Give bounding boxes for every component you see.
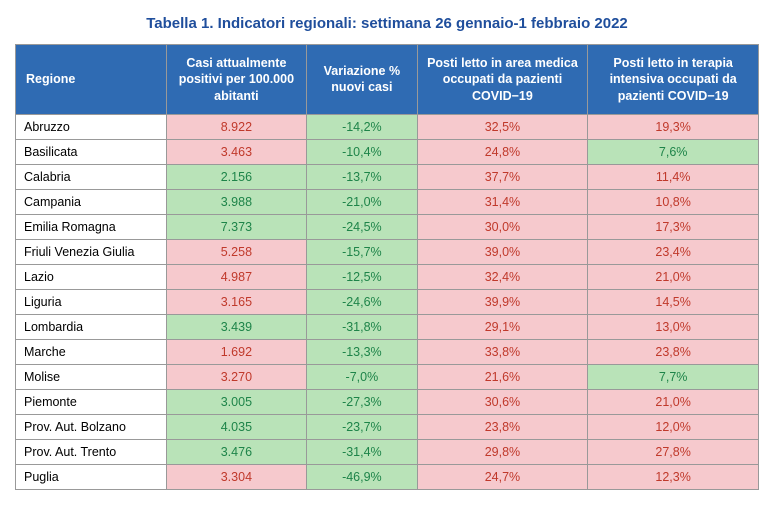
col-header-regione: Regione [16,45,167,115]
value-cell: 30,6% [417,389,588,414]
table-row: Prov. Aut. Trento3.476-31,4%29,8%27,8% [16,439,759,464]
region-cell: Lombardia [16,314,167,339]
region-cell: Campania [16,189,167,214]
value-cell: -24,6% [307,289,417,314]
value-cell: -23,7% [307,414,417,439]
value-cell: 12,3% [588,464,759,489]
region-cell: Calabria [16,164,167,189]
region-cell: Lazio [16,264,167,289]
value-cell: -46,9% [307,464,417,489]
table-row: Lazio4.987-12,5%32,4%21,0% [16,264,759,289]
table-row: Campania3.988-21,0%31,4%10,8% [16,189,759,214]
value-cell: 2.156 [166,164,307,189]
region-cell: Prov. Aut. Bolzano [16,414,167,439]
value-cell: -31,4% [307,439,417,464]
region-cell: Piemonte [16,389,167,414]
region-cell: Abruzzo [16,114,167,139]
col-header-casi: Casi attualmente positivi per 100.000 ab… [166,45,307,115]
value-cell: 24,7% [417,464,588,489]
value-cell: -27,3% [307,389,417,414]
region-cell: Marche [16,339,167,364]
region-cell: Emilia Romagna [16,214,167,239]
value-cell: 29,8% [417,439,588,464]
region-cell: Friuli Venezia Giulia [16,239,167,264]
value-cell: -24,5% [307,214,417,239]
value-cell: 7.373 [166,214,307,239]
col-header-variazione: Variazione % nuovi casi [307,45,417,115]
table-row: Liguria3.165-24,6%39,9%14,5% [16,289,759,314]
value-cell: 7,7% [588,364,759,389]
value-cell: 14,5% [588,289,759,314]
value-cell: 10,8% [588,189,759,214]
value-cell: 27,8% [588,439,759,464]
region-cell: Molise [16,364,167,389]
value-cell: 21,0% [588,264,759,289]
value-cell: -7,0% [307,364,417,389]
value-cell: 11,4% [588,164,759,189]
table-row: Emilia Romagna7.373-24,5%30,0%17,3% [16,214,759,239]
value-cell: 3.165 [166,289,307,314]
value-cell: 1.692 [166,339,307,364]
region-cell: Prov. Aut. Trento [16,439,167,464]
value-cell: 3.463 [166,139,307,164]
region-cell: Basilicata [16,139,167,164]
value-cell: 3.270 [166,364,307,389]
value-cell: 21,6% [417,364,588,389]
value-cell: -13,3% [307,339,417,364]
col-header-terapia-intensiva: Posti letto in terapia intensiva occupat… [588,45,759,115]
region-cell: Puglia [16,464,167,489]
value-cell: 37,7% [417,164,588,189]
value-cell: 7,6% [588,139,759,164]
region-cell: Liguria [16,289,167,314]
value-cell: -15,7% [307,239,417,264]
value-cell: 3.304 [166,464,307,489]
value-cell: 24,8% [417,139,588,164]
value-cell: 39,0% [417,239,588,264]
value-cell: 4.035 [166,414,307,439]
table-row: Puglia3.304-46,9%24,7%12,3% [16,464,759,489]
value-cell: 3.476 [166,439,307,464]
value-cell: 32,4% [417,264,588,289]
col-header-area-medica: Posti letto in area medica occupati da p… [417,45,588,115]
value-cell: 23,8% [588,339,759,364]
value-cell: 32,5% [417,114,588,139]
value-cell: 31,4% [417,189,588,214]
table-title: Tabella 1. Indicatori regionali: settima… [15,15,759,32]
value-cell: -21,0% [307,189,417,214]
table-row: Prov. Aut. Bolzano4.035-23,7%23,8%12,0% [16,414,759,439]
value-cell: 23,8% [417,414,588,439]
table-row: Molise3.270-7,0%21,6%7,7% [16,364,759,389]
indicators-table: Regione Casi attualmente positivi per 10… [15,44,759,490]
value-cell: 30,0% [417,214,588,239]
value-cell: 17,3% [588,214,759,239]
value-cell: 3.005 [166,389,307,414]
table-row: Friuli Venezia Giulia5.258-15,7%39,0%23,… [16,239,759,264]
value-cell: -31,8% [307,314,417,339]
value-cell: 8.922 [166,114,307,139]
value-cell: -10,4% [307,139,417,164]
value-cell: -13,7% [307,164,417,189]
value-cell: 4.987 [166,264,307,289]
value-cell: 29,1% [417,314,588,339]
value-cell: 3.439 [166,314,307,339]
value-cell: -14,2% [307,114,417,139]
header-row: Regione Casi attualmente positivi per 10… [16,45,759,115]
table-row: Piemonte3.005-27,3%30,6%21,0% [16,389,759,414]
value-cell: 39,9% [417,289,588,314]
table-row: Basilicata3.463-10,4%24,8%7,6% [16,139,759,164]
value-cell: 12,0% [588,414,759,439]
table-row: Lombardia3.439-31,8%29,1%13,0% [16,314,759,339]
value-cell: 19,3% [588,114,759,139]
value-cell: 3.988 [166,189,307,214]
value-cell: 5.258 [166,239,307,264]
value-cell: 21,0% [588,389,759,414]
value-cell: 33,8% [417,339,588,364]
value-cell: 23,4% [588,239,759,264]
table-row: Calabria2.156-13,7%37,7%11,4% [16,164,759,189]
value-cell: -12,5% [307,264,417,289]
table-row: Abruzzo8.922-14,2%32,5%19,3% [16,114,759,139]
value-cell: 13,0% [588,314,759,339]
table-row: Marche1.692-13,3%33,8%23,8% [16,339,759,364]
